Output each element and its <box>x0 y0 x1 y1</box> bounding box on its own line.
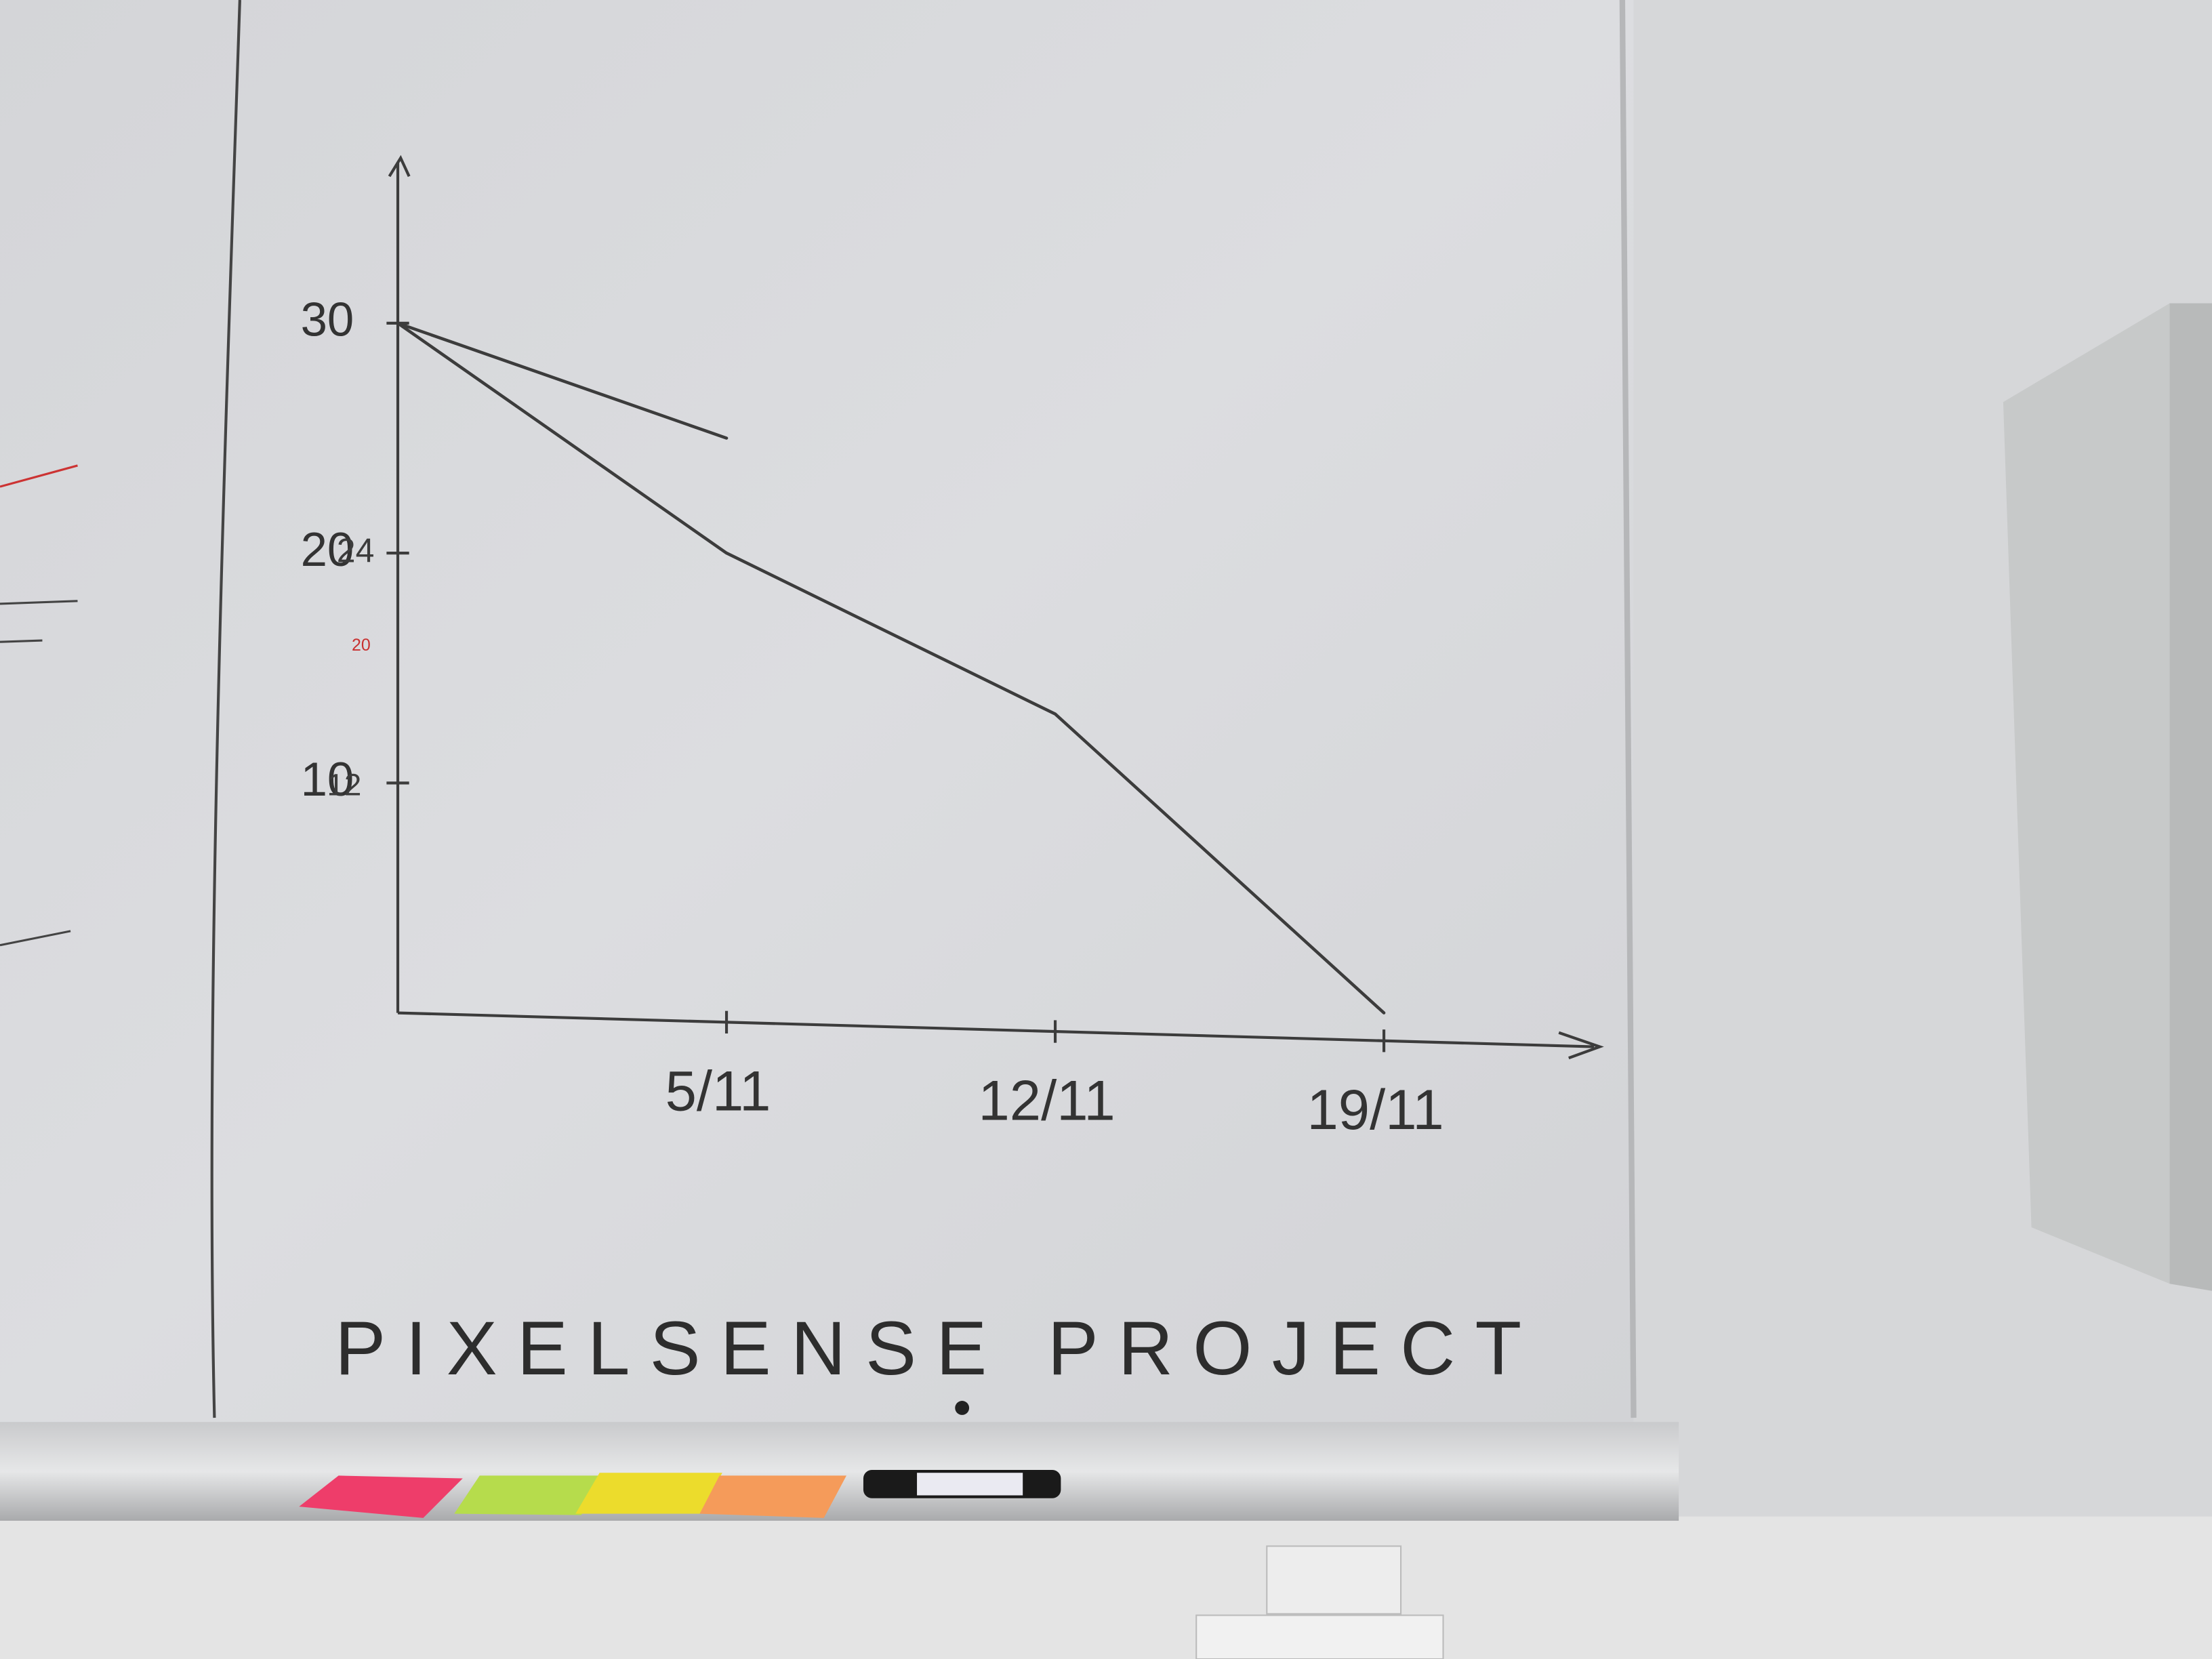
cabinet-side <box>2169 303 2212 1291</box>
scribble <box>0 600 78 947</box>
y-tick-label: 30 <box>301 293 354 346</box>
x-tick-label: 19/11 <box>1307 1078 1444 1141</box>
y-tick-label: 10 <box>301 752 354 806</box>
marker-label <box>917 1473 1023 1496</box>
marker-tray <box>0 1422 1679 1521</box>
annotation: 12 <box>327 768 361 802</box>
data-line <box>396 321 729 440</box>
annotation: 20 <box>352 636 371 655</box>
outlet-label <box>1266 1545 1402 1615</box>
y-tick-label: 20 <box>301 523 354 576</box>
annotation: 24 <box>337 531 375 569</box>
x-tick-label: 5/11 <box>665 1060 771 1123</box>
chart-title: PIXELSENSE PROJECT <box>335 1305 1541 1391</box>
magnet <box>955 1401 970 1415</box>
cabinet <box>2003 303 2212 1291</box>
power-outlets <box>1195 1614 1444 1659</box>
x-axis <box>397 1011 1604 1060</box>
chart: 10 20 30 24 12 20 5/11 12/11 19/11 <box>301 155 1604 1141</box>
lower-wall <box>0 1516 2212 1659</box>
whiteboard <box>0 0 1634 1425</box>
sticky-note <box>575 1473 722 1514</box>
sticky-note <box>699 1475 846 1518</box>
sticky-note <box>454 1475 607 1515</box>
board-edge <box>1619 0 1637 1418</box>
data-line <box>396 321 1386 1015</box>
scribble <box>0 464 78 488</box>
divider-line <box>210 0 241 1418</box>
sticky-note <box>299 1475 463 1518</box>
x-tick-label: 12/11 <box>978 1069 1115 1132</box>
y-axis <box>388 155 411 1013</box>
